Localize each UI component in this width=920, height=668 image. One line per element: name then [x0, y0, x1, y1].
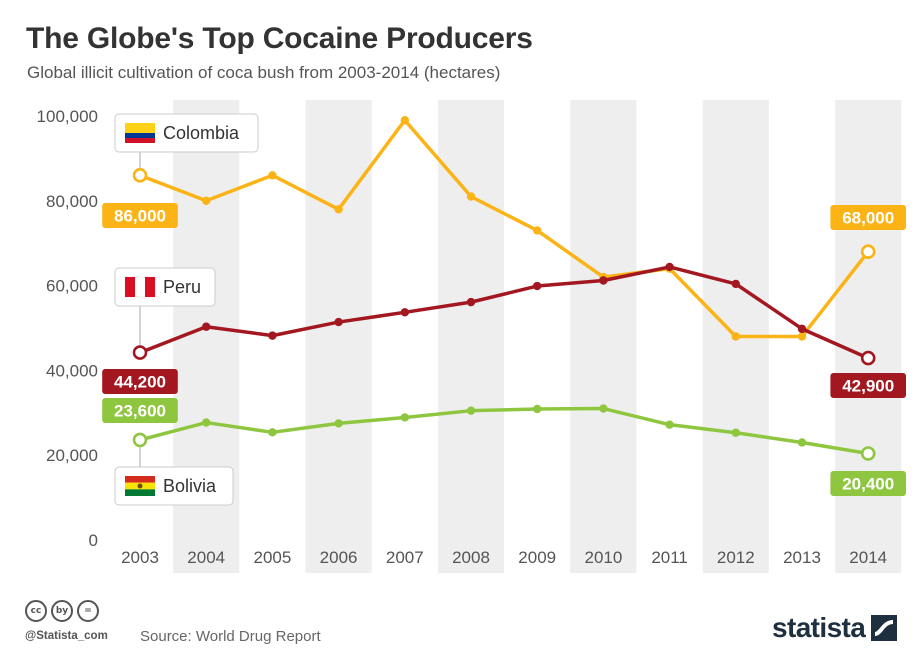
data-point-colombia — [533, 226, 542, 235]
y-tick-label: 20,000 — [46, 446, 98, 465]
grid-band — [305, 100, 372, 573]
data-point-bolivia — [797, 438, 807, 447]
data-point-colombia — [400, 116, 409, 125]
data-point-peru — [132, 345, 148, 360]
data-point-colombia — [466, 192, 476, 201]
data-point-peru — [665, 262, 674, 272]
value-label-end-colombia: 68,000 — [830, 205, 906, 230]
statista-handle: @Statista_com — [25, 630, 108, 642]
data-point-bolivia — [334, 419, 343, 428]
data-point-colombia — [860, 244, 876, 259]
svg-text:44,200: 44,200 — [114, 373, 166, 392]
svg-text:86,000: 86,000 — [114, 207, 166, 226]
series-line-bolivia — [138, 406, 870, 456]
statista-logo: statista — [772, 612, 898, 644]
value-label-start-bolivia: 23,600 — [102, 398, 178, 423]
no-derivatives-icon: = — [77, 600, 99, 622]
bolivia-flag-icon — [125, 476, 155, 496]
grid-band — [437, 100, 505, 573]
x-tick-label: 2009 — [518, 548, 556, 567]
x-tick-label: 2014 — [849, 548, 887, 567]
series-line-peru — [138, 265, 870, 360]
data-point-bolivia — [599, 404, 608, 413]
svg-text:20,400: 20,400 — [842, 475, 894, 494]
data-point-bolivia — [202, 418, 211, 427]
y-tick-label: 80,000 — [46, 192, 98, 211]
data-point-bolivia — [466, 406, 476, 415]
data-point-bolivia — [132, 432, 148, 448]
x-tick-label: 2010 — [584, 548, 622, 567]
data-point-peru — [599, 276, 608, 285]
brand-wordmark: statista — [772, 612, 866, 643]
value-label-start-colombia: 86,000 — [102, 203, 178, 228]
y-tick-label: 40,000 — [46, 361, 98, 380]
chart-title: The Globe's Top Cocaine Producers — [26, 22, 533, 55]
statista-mark-icon — [871, 615, 898, 641]
y-tick-label: 60,000 — [46, 277, 98, 296]
data-point-peru — [334, 317, 343, 327]
value-label-end-bolivia: 20,400 — [830, 471, 906, 496]
data-point-bolivia — [400, 413, 409, 422]
x-tick-label: 2006 — [320, 548, 358, 567]
svg-text:23,600: 23,600 — [114, 402, 166, 421]
svg-text:68,000: 68,000 — [842, 209, 894, 228]
value-label-start-peru: 44,200 — [102, 369, 178, 394]
x-tick-label: 2003 — [121, 548, 159, 567]
data-point-colombia — [268, 171, 277, 180]
data-point-colombia — [334, 205, 343, 214]
license-icons: cc by = — [25, 600, 99, 622]
data-point-colombia — [202, 196, 211, 205]
data-point-bolivia — [731, 428, 740, 437]
data-point-bolivia — [665, 420, 674, 429]
legend-label: Colombia — [163, 123, 240, 143]
colombia-flag-icon — [125, 123, 155, 143]
data-point-colombia — [797, 332, 807, 341]
data-point-peru — [466, 297, 476, 307]
data-point-colombia — [132, 168, 148, 183]
data-point-peru — [731, 279, 740, 289]
data-point-bolivia — [268, 428, 277, 437]
legend-item-peru: Peru — [114, 267, 216, 307]
legend-item-bolivia: Bolivia — [114, 466, 234, 506]
x-tick-label: 2008 — [452, 548, 490, 567]
data-point-peru — [202, 322, 211, 331]
legend-item-colombia: Colombia — [114, 113, 259, 153]
peru-flag-icon — [124, 276, 156, 298]
svg-text:42,900: 42,900 — [842, 377, 894, 396]
y-tick-label: 0 — [89, 531, 98, 550]
attribution-icon: by — [51, 600, 73, 622]
data-point-peru — [860, 350, 876, 366]
data-point-peru — [400, 308, 409, 317]
x-tick-label: 2004 — [187, 548, 225, 567]
source-note: Source: World Drug Report — [140, 628, 321, 645]
data-point-peru — [533, 281, 542, 291]
grid-band — [835, 100, 902, 573]
x-tick-label: 2007 — [386, 548, 424, 567]
value-label-end-peru: 42,900 — [830, 373, 906, 398]
line-chart: 0 20,000 40,000 60,000 80,000 100,000 2003 2004… — [37, 100, 906, 573]
legend-label: Bolivia — [163, 476, 217, 496]
legend-label: Peru — [163, 277, 201, 297]
x-tick-label: 2012 — [717, 548, 755, 567]
data-point-colombia — [731, 332, 740, 341]
creative-commons-icon: cc — [25, 600, 47, 622]
chart-subtitle: Global illicit cultivation of coca bush … — [27, 63, 501, 82]
grid-band — [570, 100, 637, 573]
x-tick-label: 2005 — [253, 548, 291, 567]
data-point-bolivia — [860, 446, 876, 461]
y-tick-label: 100,000 — [37, 107, 98, 126]
x-tick-label: 2011 — [651, 548, 688, 567]
data-point-peru — [268, 331, 277, 340]
series-line-colombia — [138, 118, 870, 339]
data-point-bolivia — [533, 404, 542, 414]
x-tick-label: 2013 — [783, 548, 821, 567]
data-point-peru — [797, 324, 807, 334]
